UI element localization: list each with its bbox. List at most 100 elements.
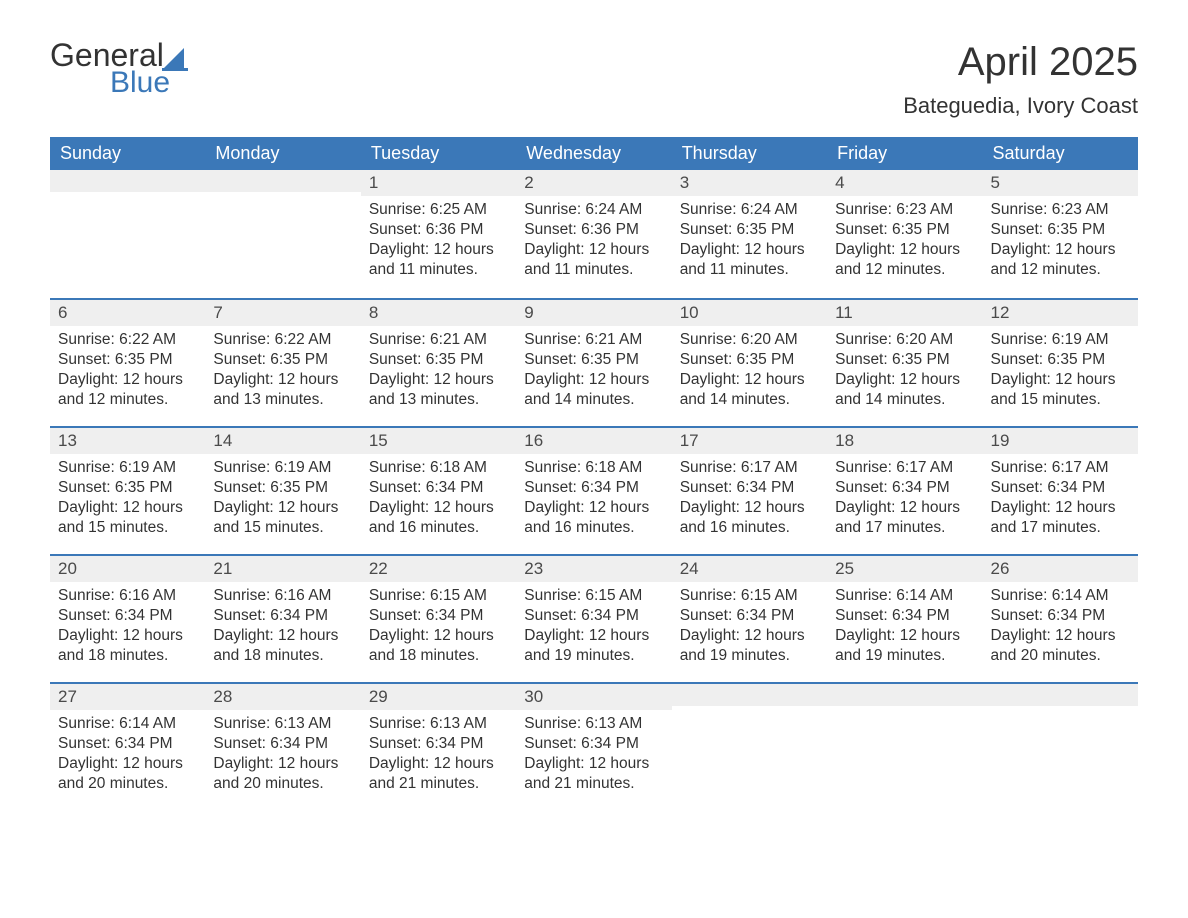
day-number: 19 (983, 426, 1138, 454)
empty-day-stripe (827, 682, 982, 706)
daylight-line: Daylight: 12 hours and 20 minutes. (991, 626, 1130, 666)
sunset-line: Sunset: 6:35 PM (680, 350, 819, 370)
day-number: 2 (516, 170, 671, 196)
day-number: 23 (516, 554, 671, 582)
calendar-table: Sunday Monday Tuesday Wednesday Thursday… (50, 137, 1138, 810)
sunset-line: Sunset: 6:34 PM (524, 734, 663, 754)
sunset-line: Sunset: 6:34 PM (835, 478, 974, 498)
sunset-line: Sunset: 6:34 PM (680, 606, 819, 626)
day-number: 12 (983, 298, 1138, 326)
sunset-line: Sunset: 6:34 PM (835, 606, 974, 626)
sunrise-line: Sunrise: 6:20 AM (680, 330, 819, 350)
day-details: Sunrise: 6:20 AMSunset: 6:35 PMDaylight:… (672, 326, 827, 421)
calendar-day-cell: 24Sunrise: 6:15 AMSunset: 6:34 PMDayligh… (672, 554, 827, 682)
day-details: Sunrise: 6:15 AMSunset: 6:34 PMDaylight:… (516, 582, 671, 677)
calendar-day-cell: 13Sunrise: 6:19 AMSunset: 6:35 PMDayligh… (50, 426, 205, 554)
day-details: Sunrise: 6:17 AMSunset: 6:34 PMDaylight:… (672, 454, 827, 549)
calendar-day-cell: 15Sunrise: 6:18 AMSunset: 6:34 PMDayligh… (361, 426, 516, 554)
sunset-line: Sunset: 6:34 PM (991, 606, 1130, 626)
sunrise-line: Sunrise: 6:21 AM (369, 330, 508, 350)
sunset-line: Sunset: 6:34 PM (524, 606, 663, 626)
calendar-week-row: 13Sunrise: 6:19 AMSunset: 6:35 PMDayligh… (50, 426, 1138, 554)
day-details: Sunrise: 6:16 AMSunset: 6:34 PMDaylight:… (205, 582, 360, 677)
sunrise-line: Sunrise: 6:17 AM (680, 458, 819, 478)
daylight-line: Daylight: 12 hours and 14 minutes. (524, 370, 663, 410)
logo: General Blue (50, 40, 190, 98)
weekday-header: Friday (827, 137, 982, 170)
sunrise-line: Sunrise: 6:19 AM (213, 458, 352, 478)
daylight-line: Daylight: 12 hours and 18 minutes. (58, 626, 197, 666)
day-details: Sunrise: 6:22 AMSunset: 6:35 PMDaylight:… (205, 326, 360, 421)
day-details: Sunrise: 6:23 AMSunset: 6:35 PMDaylight:… (983, 196, 1138, 291)
calendar-day-cell: 23Sunrise: 6:15 AMSunset: 6:34 PMDayligh… (516, 554, 671, 682)
day-details: Sunrise: 6:14 AMSunset: 6:34 PMDaylight:… (827, 582, 982, 677)
calendar-day-cell: 19Sunrise: 6:17 AMSunset: 6:34 PMDayligh… (983, 426, 1138, 554)
daylight-line: Daylight: 12 hours and 11 minutes. (680, 240, 819, 280)
daylight-line: Daylight: 12 hours and 17 minutes. (835, 498, 974, 538)
sunset-line: Sunset: 6:34 PM (213, 734, 352, 754)
calendar-day-cell: 26Sunrise: 6:14 AMSunset: 6:34 PMDayligh… (983, 554, 1138, 682)
day-number: 21 (205, 554, 360, 582)
day-number: 1 (361, 170, 516, 196)
daylight-line: Daylight: 12 hours and 12 minutes. (58, 370, 197, 410)
calendar-week-row: 1Sunrise: 6:25 AMSunset: 6:36 PMDaylight… (50, 170, 1138, 298)
day-details: Sunrise: 6:21 AMSunset: 6:35 PMDaylight:… (516, 326, 671, 421)
calendar-day-cell: 12Sunrise: 6:19 AMSunset: 6:35 PMDayligh… (983, 298, 1138, 426)
sunset-line: Sunset: 6:35 PM (991, 350, 1130, 370)
calendar-day-cell: 14Sunrise: 6:19 AMSunset: 6:35 PMDayligh… (205, 426, 360, 554)
calendar-day-cell: 10Sunrise: 6:20 AMSunset: 6:35 PMDayligh… (672, 298, 827, 426)
day-details: Sunrise: 6:13 AMSunset: 6:34 PMDaylight:… (516, 710, 671, 805)
day-number: 25 (827, 554, 982, 582)
sunset-line: Sunset: 6:35 PM (58, 478, 197, 498)
sunrise-line: Sunrise: 6:18 AM (369, 458, 508, 478)
calendar-day-cell: 17Sunrise: 6:17 AMSunset: 6:34 PMDayligh… (672, 426, 827, 554)
day-details: Sunrise: 6:16 AMSunset: 6:34 PMDaylight:… (50, 582, 205, 677)
daylight-line: Daylight: 12 hours and 15 minutes. (58, 498, 197, 538)
day-number: 30 (516, 682, 671, 710)
day-details: Sunrise: 6:13 AMSunset: 6:34 PMDaylight:… (361, 710, 516, 805)
sunrise-line: Sunrise: 6:20 AM (835, 330, 974, 350)
daylight-line: Daylight: 12 hours and 20 minutes. (213, 754, 352, 794)
day-details: Sunrise: 6:18 AMSunset: 6:34 PMDaylight:… (361, 454, 516, 549)
sunset-line: Sunset: 6:35 PM (369, 350, 508, 370)
empty-day-stripe (672, 682, 827, 706)
daylight-line: Daylight: 12 hours and 14 minutes. (680, 370, 819, 410)
day-details: Sunrise: 6:25 AMSunset: 6:36 PMDaylight:… (361, 196, 516, 291)
sunset-line: Sunset: 6:35 PM (58, 350, 197, 370)
calendar-day-cell: 7Sunrise: 6:22 AMSunset: 6:35 PMDaylight… (205, 298, 360, 426)
day-details: Sunrise: 6:24 AMSunset: 6:35 PMDaylight:… (672, 196, 827, 291)
sunrise-line: Sunrise: 6:16 AM (213, 586, 352, 606)
sunrise-line: Sunrise: 6:13 AM (369, 714, 508, 734)
day-number: 17 (672, 426, 827, 454)
location: Bateguedia, Ivory Coast (903, 93, 1138, 119)
empty-day-stripe (983, 682, 1138, 706)
day-number: 4 (827, 170, 982, 196)
sunrise-line: Sunrise: 6:18 AM (524, 458, 663, 478)
day-details: Sunrise: 6:23 AMSunset: 6:35 PMDaylight:… (827, 196, 982, 291)
daylight-line: Daylight: 12 hours and 19 minutes. (835, 626, 974, 666)
sunset-line: Sunset: 6:34 PM (524, 478, 663, 498)
title-block: April 2025 Bateguedia, Ivory Coast (903, 40, 1138, 119)
daylight-line: Daylight: 12 hours and 16 minutes. (680, 498, 819, 538)
calendar-week-row: 6Sunrise: 6:22 AMSunset: 6:35 PMDaylight… (50, 298, 1138, 426)
daylight-line: Daylight: 12 hours and 15 minutes. (213, 498, 352, 538)
sunrise-line: Sunrise: 6:24 AM (524, 200, 663, 220)
sunset-line: Sunset: 6:35 PM (680, 220, 819, 240)
sunrise-line: Sunrise: 6:19 AM (58, 458, 197, 478)
sunrise-line: Sunrise: 6:14 AM (835, 586, 974, 606)
weekday-header: Tuesday (361, 137, 516, 170)
calendar-day-cell: 22Sunrise: 6:15 AMSunset: 6:34 PMDayligh… (361, 554, 516, 682)
day-number: 22 (361, 554, 516, 582)
daylight-line: Daylight: 12 hours and 18 minutes. (213, 626, 352, 666)
weekday-header: Saturday (983, 137, 1138, 170)
sunset-line: Sunset: 6:35 PM (835, 220, 974, 240)
day-number: 28 (205, 682, 360, 710)
day-details: Sunrise: 6:17 AMSunset: 6:34 PMDaylight:… (983, 454, 1138, 549)
page: General Blue April 2025 Bateguedia, Ivor… (0, 0, 1188, 860)
sunset-line: Sunset: 6:34 PM (58, 606, 197, 626)
sunrise-line: Sunrise: 6:25 AM (369, 200, 508, 220)
calendar-day-cell (827, 682, 982, 810)
empty-day-stripe (50, 170, 205, 192)
daylight-line: Daylight: 12 hours and 13 minutes. (369, 370, 508, 410)
daylight-line: Daylight: 12 hours and 21 minutes. (369, 754, 508, 794)
